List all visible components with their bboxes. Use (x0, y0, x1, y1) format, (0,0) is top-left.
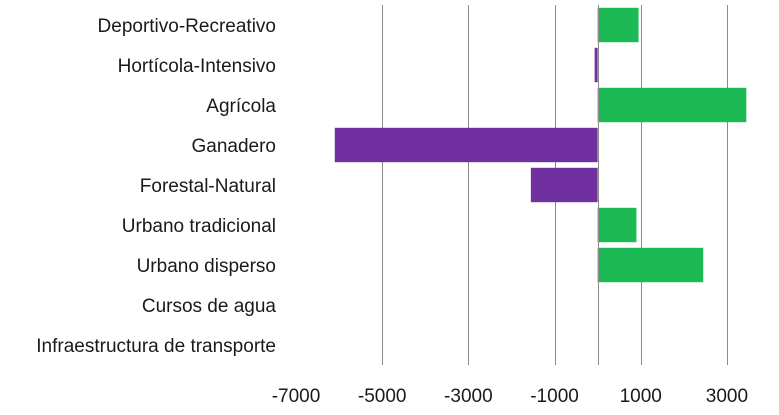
bar-forestal-natural (530, 167, 598, 203)
category-label: Forestal-Natural (140, 176, 276, 197)
x-tick-label: -1000 (530, 386, 579, 407)
bar-deportivo-recreativo (597, 7, 639, 43)
x-tick-label: 3000 (706, 386, 748, 407)
category-label: Cursos de agua (142, 296, 277, 317)
category-label: Deportivo-Recreativo (98, 16, 276, 37)
category-label: Ganadero (191, 136, 276, 157)
x-tick-label: 1000 (620, 386, 662, 407)
x-tick-label: -3000 (444, 386, 493, 407)
bar-ganadero (334, 127, 598, 163)
bar-urbano-tradicional (597, 207, 637, 243)
bar-hort-cola-intensivo (594, 47, 598, 83)
bar-urbano-disperso (597, 247, 704, 283)
bars (334, 7, 747, 283)
category-label: Agrícola (206, 96, 276, 117)
x-tick-label: -5000 (358, 386, 407, 407)
category-label: Hortícola-Intensivo (118, 56, 276, 77)
bar-agr-cola (597, 87, 747, 123)
category-label: Infraestructura de transporte (36, 336, 276, 357)
category-label: Urbano tradicional (122, 216, 276, 237)
category-labels: Deportivo-Recreativo Hortícola-Intensivo A… (36, 16, 276, 357)
x-tick-labels: -7000 -5000 -3000 -1000 1000 3000 (272, 386, 748, 407)
x-tick-label: -7000 (272, 386, 321, 407)
category-label: Urbano disperso (137, 256, 276, 277)
